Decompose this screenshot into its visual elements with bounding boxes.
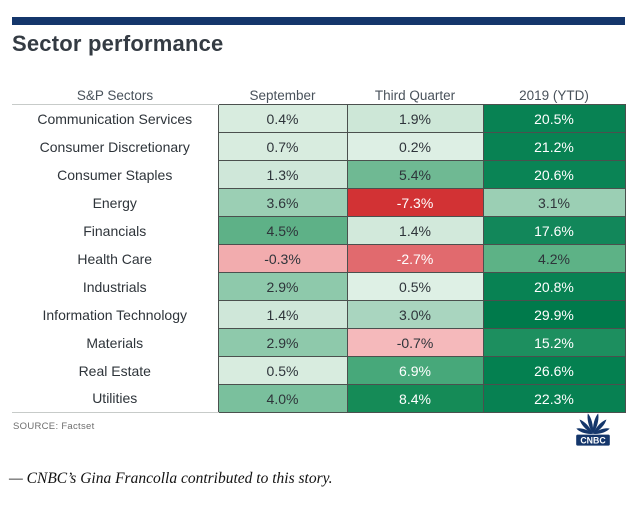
sector-table-body: Communication Services 0.4% 1.9% 20.5% Consu… — [12, 104, 626, 413]
value-cell: 3.0% — [346, 300, 484, 329]
table-row: Energy 3.6% -7.3% 3.1% — [12, 188, 626, 217]
sector-name-cell: Energy — [12, 188, 218, 217]
value-cell: 20.6% — [482, 160, 626, 189]
value-cell: -7.3% — [346, 188, 484, 217]
value-cell: 29.9% — [482, 300, 626, 329]
value-cell: 17.6% — [482, 216, 626, 245]
sector-name-cell: Financials — [12, 216, 218, 245]
value-cell: 22.3% — [482, 384, 626, 413]
sector-name-cell: Consumer Staples — [12, 160, 218, 189]
accent-top-bar — [12, 17, 625, 25]
value-cell: 0.5% — [346, 272, 484, 301]
value-cell: 0.2% — [346, 132, 484, 161]
value-cell: 1.9% — [346, 104, 484, 133]
value-cell: 4.2% — [482, 244, 626, 273]
value-cell: 0.5% — [217, 356, 348, 385]
sector-name-cell: Health Care — [12, 244, 218, 273]
sector-name-cell: Information Technology — [12, 300, 218, 329]
sector-name-cell: Industrials — [12, 272, 218, 301]
column-header-2019-ytd: 2019 (YTD) — [519, 88, 589, 103]
column-header-sectors: S&P Sectors — [76, 88, 154, 103]
value-cell: 3.1% — [482, 188, 626, 217]
value-cell: 4.5% — [217, 216, 348, 245]
value-cell: 5.4% — [346, 160, 484, 189]
value-cell: 8.4% — [346, 384, 484, 413]
sector-name-cell: Consumer Discretionary — [12, 132, 218, 161]
table-row: Financials 4.5% 1.4% 17.6% — [12, 216, 626, 245]
table-row: Materials 2.9% -0.7% 15.2% — [12, 328, 626, 357]
table-row: Consumer Staples 1.3% 5.4% 20.6% — [12, 160, 626, 189]
sector-performance-table: S&P Sectors September Third Quarter 2019… — [12, 86, 626, 413]
value-cell: -2.7% — [346, 244, 484, 273]
cnbc-wordmark: CNBC — [580, 435, 606, 445]
table-row: Industrials 2.9% 0.5% 20.8% — [12, 272, 626, 301]
column-header-september: September — [249, 88, 316, 103]
value-cell: 3.6% — [217, 188, 348, 217]
table-row: Utilities 4.0% 8.4% 22.3% — [12, 384, 626, 413]
value-cell: 15.2% — [482, 328, 626, 357]
value-cell: 26.6% — [482, 356, 626, 385]
cnbc-peacock-logo: CNBC — [576, 413, 610, 446]
value-cell: 0.4% — [217, 104, 348, 133]
value-cell: 1.4% — [346, 216, 484, 245]
sector-name-cell: Communication Services — [12, 104, 218, 133]
value-cell: 21.2% — [482, 132, 626, 161]
table-row: Health Care -0.3% -2.7% 4.2% — [12, 244, 626, 273]
table-row: Real Estate 0.5% 6.9% 26.6% — [12, 356, 626, 385]
value-cell: 2.9% — [217, 272, 348, 301]
sector-name-cell: Real Estate — [12, 356, 218, 385]
source-attribution: SOURCE: Factset — [13, 421, 95, 432]
sector-name-cell: Utilities — [12, 384, 218, 413]
story-footnote: — CNBC’s Gina Francolla contributed to t… — [9, 470, 333, 487]
value-cell: 20.8% — [482, 272, 626, 301]
sector-name-cell: Materials — [12, 328, 218, 357]
table-row: Consumer Discretionary 0.7% 0.2% 21.2% — [12, 132, 626, 161]
value-cell: 0.7% — [217, 132, 348, 161]
value-cell: 20.5% — [482, 104, 626, 133]
value-cell: 6.9% — [346, 356, 484, 385]
value-cell: 1.3% — [217, 160, 348, 189]
table-row: Communication Services 0.4% 1.9% 20.5% — [12, 104, 626, 133]
value-cell: 1.4% — [217, 300, 348, 329]
column-header-third-quarter: Third Quarter — [374, 88, 456, 103]
page-title: Sector performance — [12, 31, 224, 56]
table-header-row: S&P Sectors September Third Quarter 2019… — [12, 86, 625, 105]
value-cell: -0.7% — [346, 328, 484, 357]
value-cell: 2.9% — [217, 328, 348, 357]
value-cell: 4.0% — [217, 384, 348, 413]
value-cell: -0.3% — [217, 244, 348, 273]
table-row: Information Technology 1.4% 3.0% 29.9% — [12, 300, 626, 329]
